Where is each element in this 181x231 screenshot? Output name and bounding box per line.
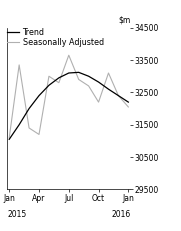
Text: $m: $m [118, 15, 130, 24]
Text: 2015: 2015 [7, 210, 26, 219]
Legend: Trend, Seasonally Adjusted: Trend, Seasonally Adjusted [7, 28, 104, 47]
Text: 2016: 2016 [111, 210, 130, 219]
